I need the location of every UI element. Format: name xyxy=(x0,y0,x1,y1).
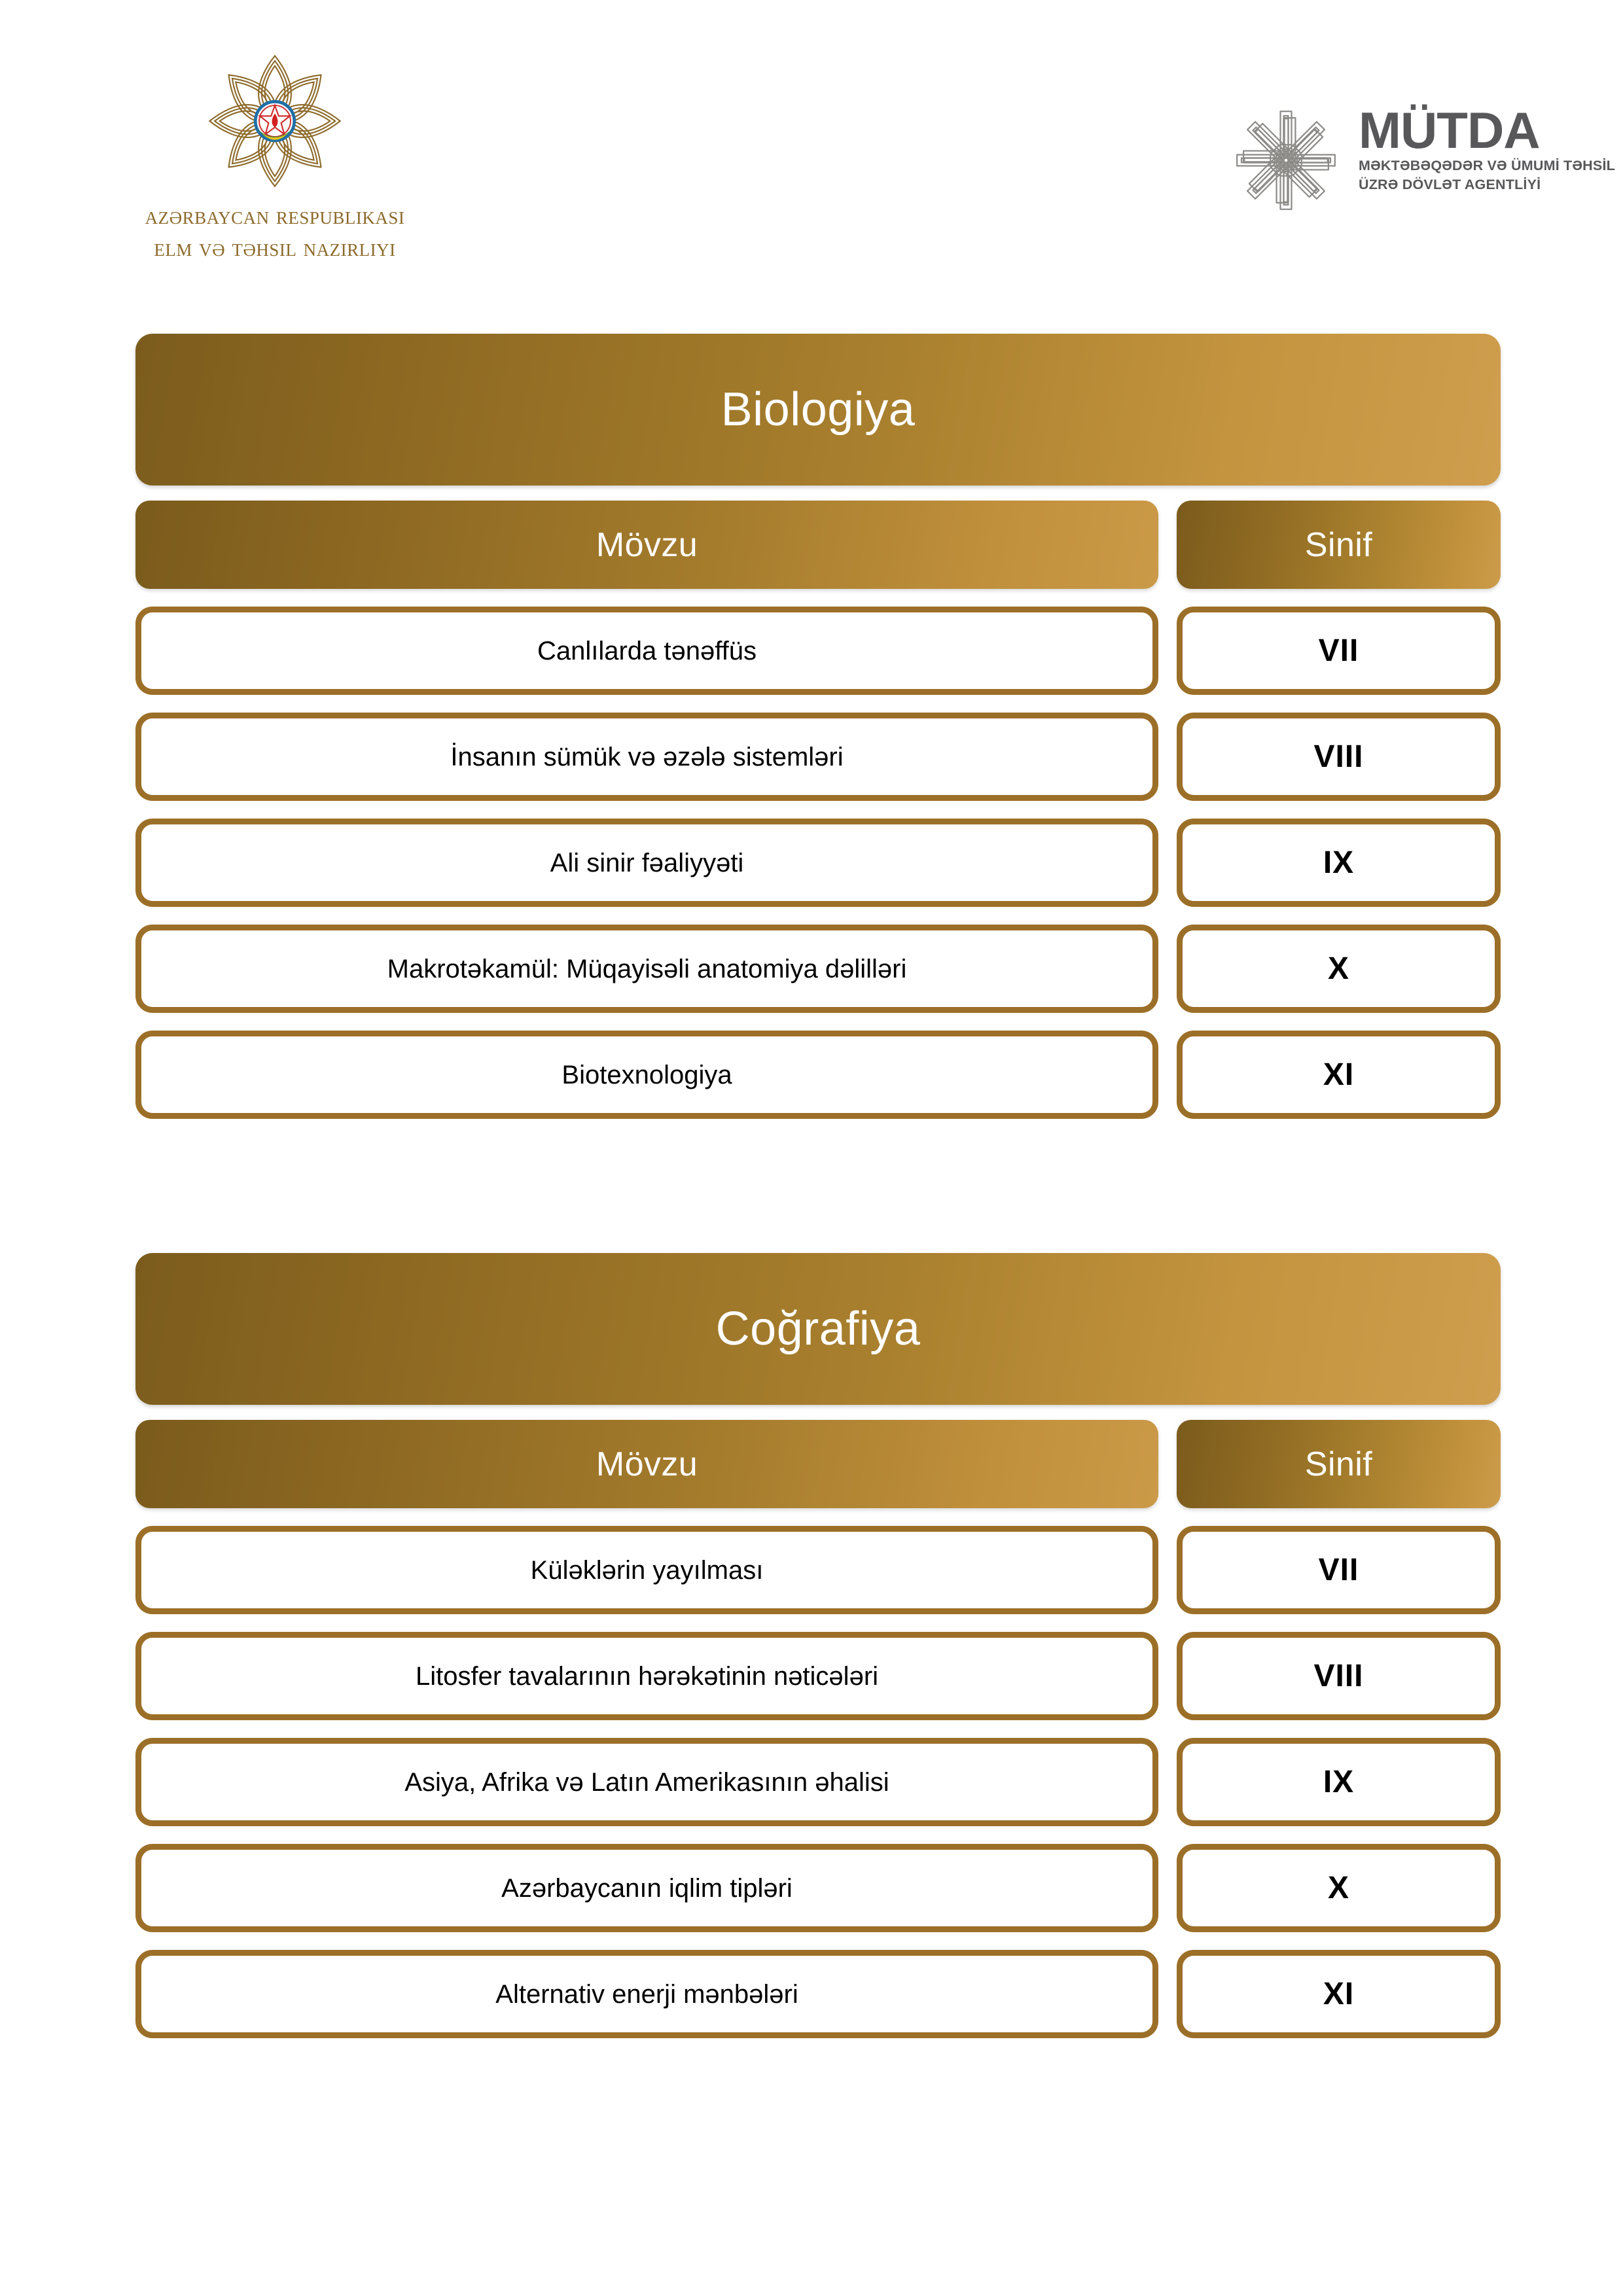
grade-cell: XI xyxy=(1177,1031,1501,1119)
grade-cell: VIII xyxy=(1177,1632,1501,1720)
subject-section-biologiya: Biologiya Mövzu Sinif Canlılarda tənəffü… xyxy=(135,334,1501,1119)
table-row: Alternativ enerji mənbələri XI xyxy=(135,1950,1501,2038)
grade-cell: XI xyxy=(1177,1950,1501,2038)
mutda-title: MÜTDA xyxy=(1359,101,1541,159)
column-header-row: Mövzu Sinif xyxy=(135,1420,1501,1508)
column-header-topic: Mövzu xyxy=(135,1420,1158,1508)
topic-text: Makrotəkamül: Müqayisəli anatomiya dəlil… xyxy=(387,954,907,983)
table-row: Ali sinir fəaliyyəti IX xyxy=(135,819,1501,907)
topic-text: İnsanın sümük və əzələ sistemləri xyxy=(450,742,844,771)
ministry-logo-line1: Azərbaycan Respublikası xyxy=(145,202,405,230)
topic-cell: Ali sinir fəaliyyəti xyxy=(135,819,1158,907)
grade-cell: VII xyxy=(1177,1526,1501,1614)
mutda-subtitle: MƏKTƏBƏQƏDƏR VƏ ÜMUMİ TƏHSİL ÜZRƏ DÖVLƏT… xyxy=(1359,156,1615,194)
topic-text: Litosfer tavalarının hərəkətinin nəticəl… xyxy=(415,1661,879,1691)
grade-text: VIII xyxy=(1313,1658,1364,1693)
grade-cell: X xyxy=(1177,925,1501,1013)
ministry-logo-text: Azərbaycan Respublikası Elm və Təhsil Na… xyxy=(72,200,478,264)
topic-cell: Biotexnologiya xyxy=(135,1031,1158,1119)
subject-banner: Coğrafiya xyxy=(135,1253,1501,1405)
subject-banner: Biologiya xyxy=(135,334,1501,486)
topic-cell: Makrotəkamül: Müqayisəli anatomiya dəlil… xyxy=(135,925,1158,1013)
topic-cell: Küləklərin yayılması xyxy=(135,1526,1158,1614)
topic-cell: Azərbaycanın iqlim tipləri xyxy=(135,1844,1158,1932)
grade-text: IX xyxy=(1323,1764,1355,1799)
grade-text: XI xyxy=(1323,1057,1355,1092)
table-row: Biotexnologiya XI xyxy=(135,1031,1501,1119)
grade-cell: VII xyxy=(1177,607,1501,695)
mutda-subtitle-line2: ÜZRƏ DÖVLƏT AGENTLİYİ xyxy=(1359,176,1541,192)
subject-section-cografiya: Coğrafiya Mövzu Sinif Küləklərin yayılma… xyxy=(135,1253,1501,2038)
topic-cell: Alternativ enerji mənbələri xyxy=(135,1950,1158,2038)
column-header-grade: Sinif xyxy=(1177,501,1501,589)
grade-text: VII xyxy=(1318,1552,1359,1587)
mutda-subtitle-line1: MƏKTƏBƏQƏDƏR VƏ ÜMUMİ TƏHSİL xyxy=(1359,158,1615,174)
topic-cell: Litosfer tavalarının hərəkətinin nəticəl… xyxy=(135,1632,1158,1720)
topic-text: Ali sinir fəaliyyəti xyxy=(550,848,744,877)
column-header-topic-label: Mövzu xyxy=(596,1445,698,1483)
column-header-topic: Mövzu xyxy=(135,501,1158,589)
grade-cell: IX xyxy=(1177,1738,1501,1826)
topic-text: Canlılarda tənəffüs xyxy=(537,636,757,665)
page-header: Azərbaycan Respublikası Elm və Təhsil Na… xyxy=(0,0,1623,275)
grade-text: X xyxy=(1327,951,1349,986)
column-header-grade-label: Sinif xyxy=(1304,525,1373,564)
table-row: Küləklərin yayılması VII xyxy=(135,1526,1501,1614)
subject-title: Coğrafiya xyxy=(715,1303,921,1355)
grade-text: XI xyxy=(1323,1976,1355,2011)
table-row: Asiya, Afrika və Latın Amerikasının əhal… xyxy=(135,1738,1501,1826)
topic-cell: Asiya, Afrika və Latın Amerikasının əhal… xyxy=(135,1738,1158,1826)
topic-text: Alternativ enerji mənbələri xyxy=(495,1979,798,2009)
grade-cell: X xyxy=(1177,1844,1501,1932)
topic-text: Azərbaycanın iqlim tipləri xyxy=(501,1873,793,1903)
grade-cell: IX xyxy=(1177,819,1501,907)
column-header-topic-label: Mövzu xyxy=(596,525,698,564)
table-row: İnsanın sümük və əzələ sistemləri VIII xyxy=(135,713,1501,801)
ministry-logo-line2: Elm və Təhsil Nazirliyi xyxy=(154,233,396,262)
topic-text: Asiya, Afrika və Latın Amerikasının əhal… xyxy=(404,1767,889,1797)
table-row: Makrotəkamül: Müqayisəli anatomiya dəlil… xyxy=(135,925,1501,1013)
table-row: Canlılarda tənəffüs VII xyxy=(135,607,1501,695)
column-header-row: Mövzu Sinif xyxy=(135,501,1501,589)
mutda-logo: MÜTDA MƏKTƏBƏQƏDƏR VƏ ÜMUMİ TƏHSİL ÜZRƏ … xyxy=(1230,105,1615,216)
subject-title: Biologiya xyxy=(721,383,916,436)
table-row: Litosfer tavalarının hərəkətinin nəticəl… xyxy=(135,1632,1501,1720)
table-row: Azərbaycanın iqlim tipləri X xyxy=(135,1844,1501,1932)
topic-text: Biotexnologiya xyxy=(562,1060,732,1089)
column-header-grade-label: Sinif xyxy=(1304,1445,1373,1483)
topic-cell: İnsanın sümük və əzələ sistemləri xyxy=(135,713,1158,801)
column-header-grade: Sinif xyxy=(1177,1420,1501,1508)
grade-text: VII xyxy=(1318,633,1359,668)
grade-text: X xyxy=(1327,1870,1349,1905)
azerbaijan-state-emblem-icon xyxy=(208,54,342,188)
grade-cell: VIII xyxy=(1177,713,1501,801)
mutda-star-mark-icon xyxy=(1236,111,1336,210)
grade-text: IX xyxy=(1323,845,1355,880)
grade-text: VIII xyxy=(1313,739,1364,774)
topic-cell: Canlılarda tənəffüs xyxy=(135,607,1158,695)
ministry-logo: Azərbaycan Respublikası Elm və Təhsil Na… xyxy=(72,46,478,264)
mutda-wordmark: MÜTDA MƏKTƏBƏQƏDƏR VƏ ÜMUMİ TƏHSİL ÜZRƏ … xyxy=(1359,105,1615,194)
topic-text: Küləklərin yayılması xyxy=(530,1555,764,1585)
